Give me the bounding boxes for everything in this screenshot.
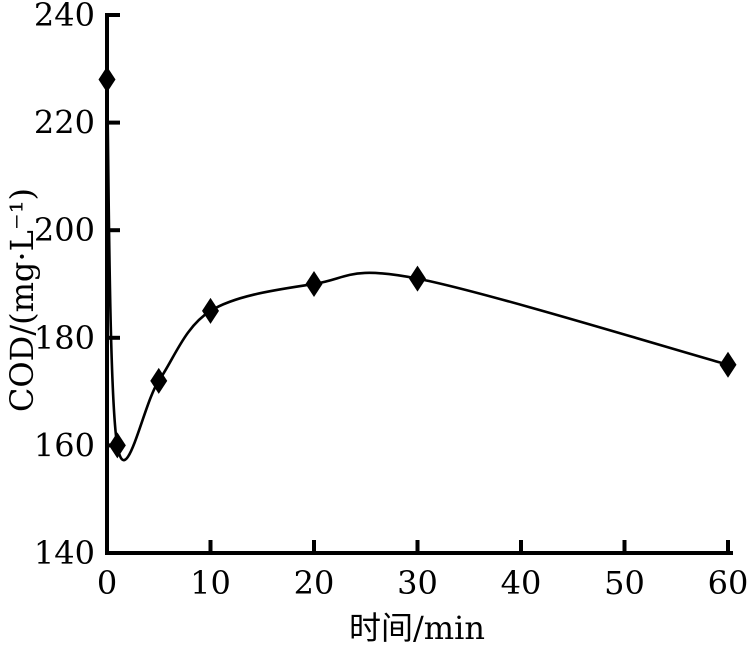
x-tick-label: 10 [190,564,231,602]
x-tick-label: 60 [708,564,749,602]
y-tick-label: 240 [34,0,95,34]
x-tick-label: 30 [397,564,438,602]
data-point-marker [150,367,168,394]
x-tick-label: 40 [501,564,542,602]
y-tick-label: 220 [34,104,95,142]
y-tick-label: 140 [34,534,95,572]
data-point-marker [409,265,426,292]
y-tick-label: 180 [34,319,95,357]
plot-area: 140 160 180 200 220 240 0 10 20 30 40 50 60 [34,0,748,602]
data-point-marker [98,66,116,93]
x-axis-title: 时间/min [349,609,485,645]
data-curve [105,79,729,462]
data-point-marker [719,351,737,378]
x-tick-label: 20 [294,564,335,602]
y-axis-title: COD/(mg·L⁻¹) [3,188,41,412]
x-tick-label: 50 [604,564,645,602]
y-tick-label: 160 [34,426,95,464]
x-tick-label: 0 [97,564,117,602]
data-point-marker [202,297,219,324]
data-point-marker [305,271,323,297]
y-tick-label: 200 [34,211,95,249]
data-point-marker [108,432,126,459]
